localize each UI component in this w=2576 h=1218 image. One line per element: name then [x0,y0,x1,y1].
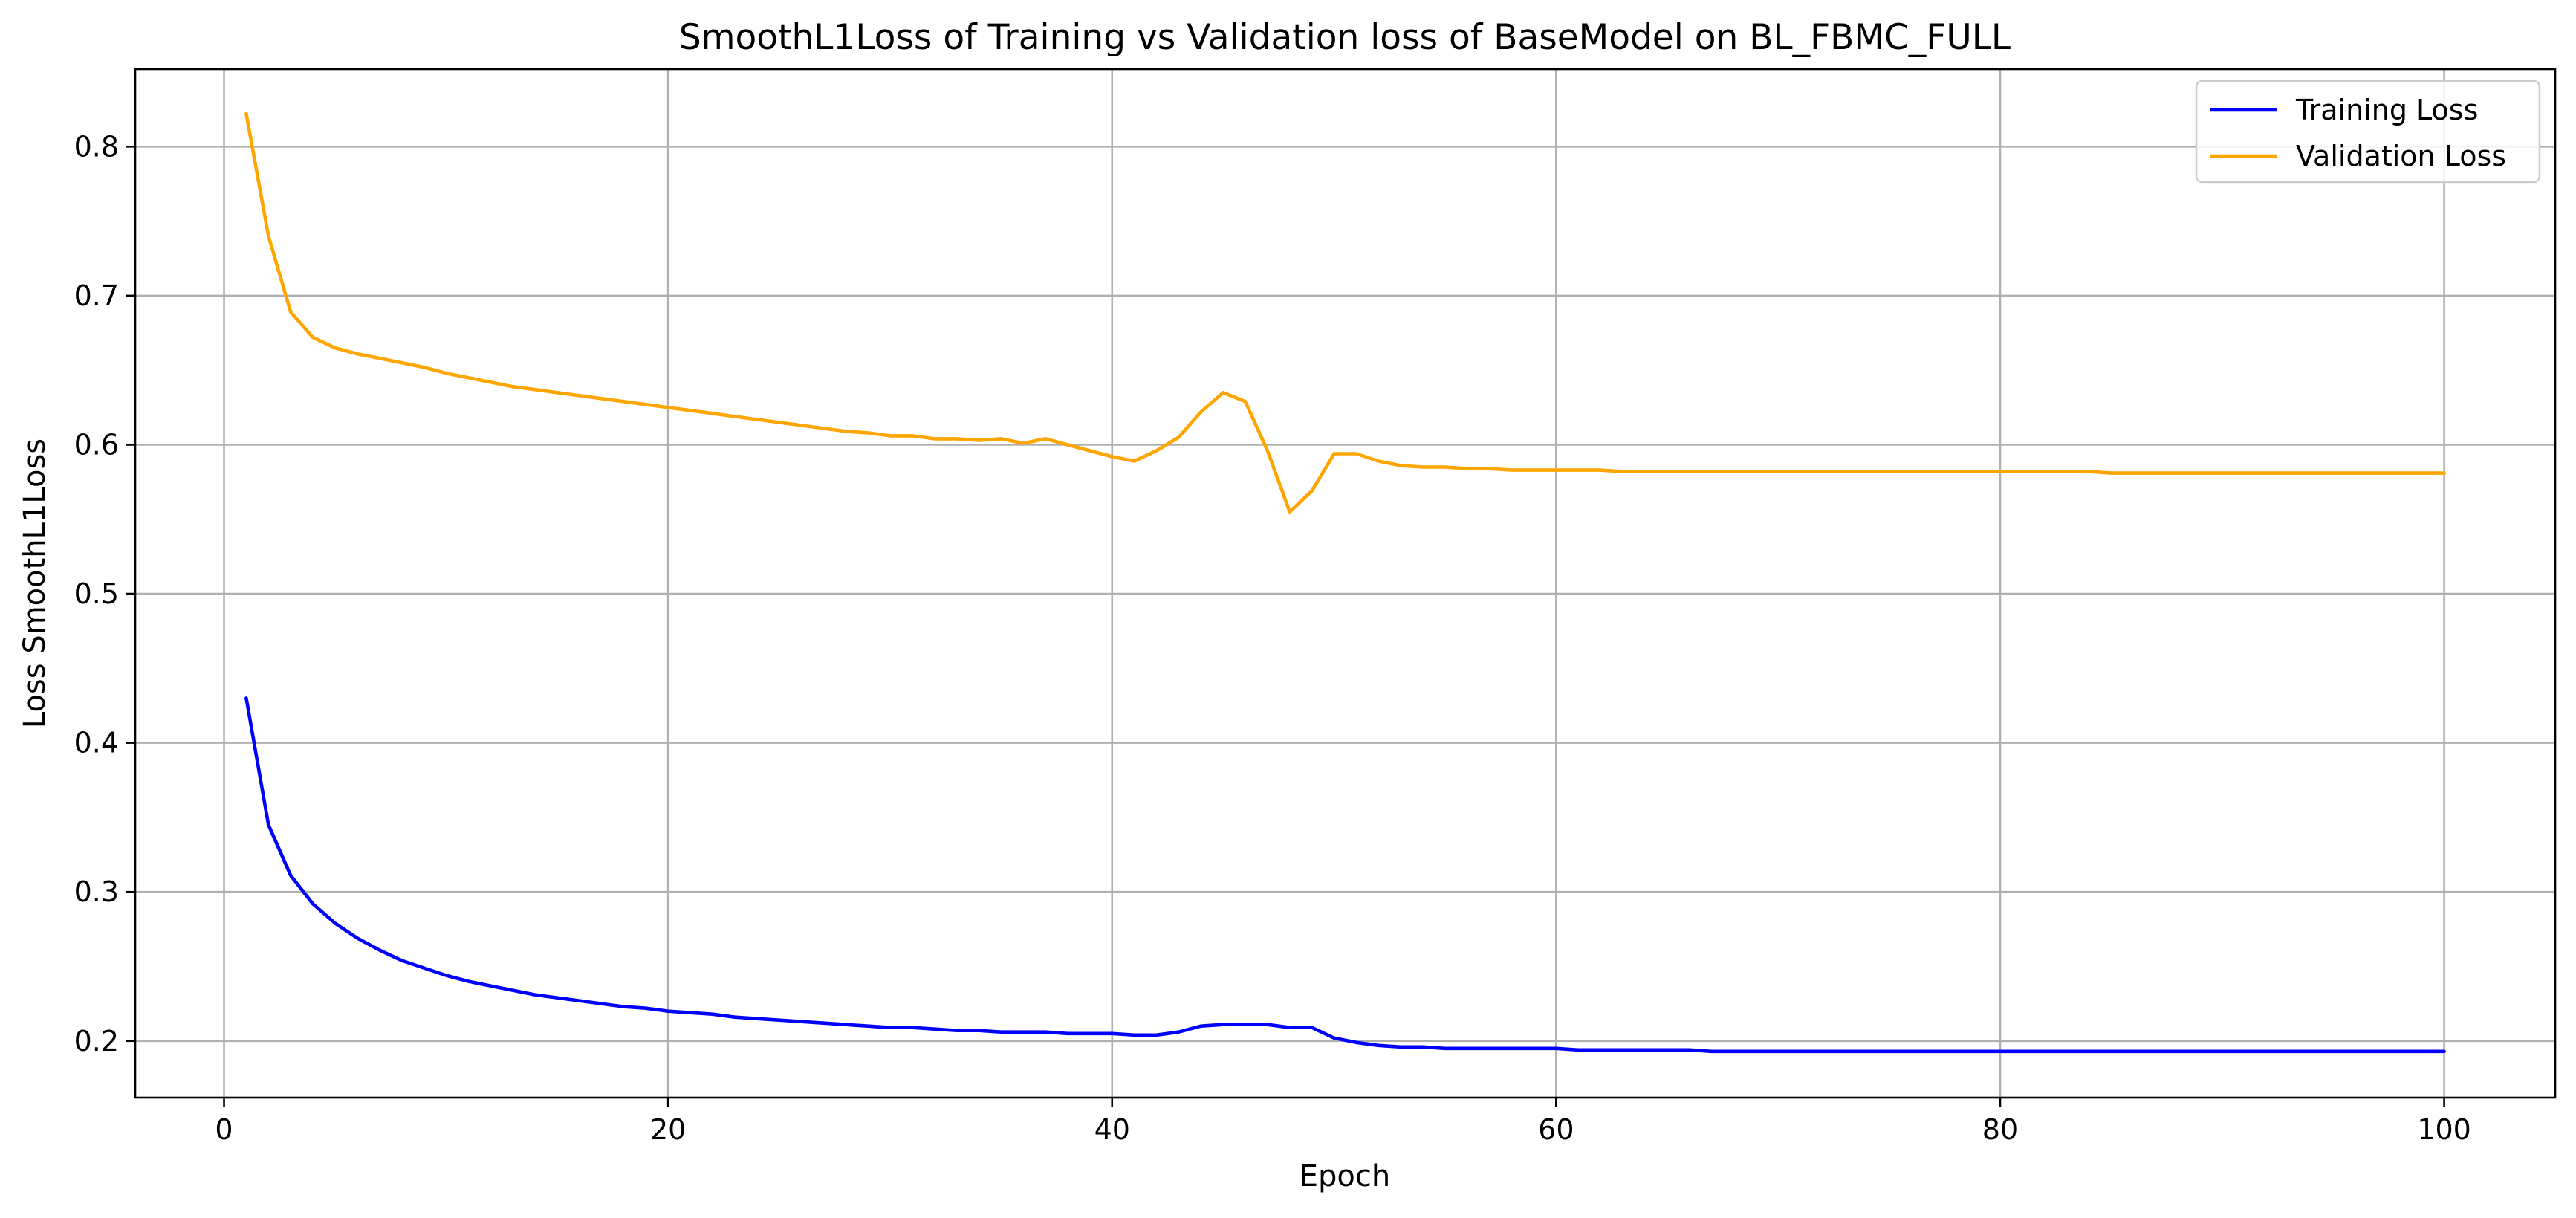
x-tick-label: 0 [215,1113,233,1146]
legend: Training Loss Validation Loss [2195,80,2541,184]
plot-frame [134,68,2557,1099]
y-tick-label: 0.3 [74,875,119,908]
y-tick-label: 0.6 [74,428,119,461]
series-line-training-loss [244,696,2446,1054]
y-tick-label: 0.2 [74,1025,119,1057]
y-tick-label: 0.4 [74,727,119,759]
gridlines [135,69,2555,1098]
y-tick-label: 0.7 [74,279,119,312]
x-tick-label: 60 [1538,1113,1574,1146]
axis-ticks: 0 20 40 60 80 100 0.2 0.3 0.4 0.5 0.6 0.7 0.8 [74,130,2471,1146]
x-tick-label: 80 [1982,1113,2018,1146]
x-tick-label: 100 [2417,1113,2471,1146]
chart-title: SmoothL1Loss of Training vs Validation l… [679,17,2011,58]
legend-box [2195,80,2541,184]
y-tick-label: 0.5 [74,577,119,610]
legend-label-validation-loss: Validation Loss [2296,140,2506,172]
x-tick-label: 40 [1094,1113,1130,1146]
y-tick-label: 0.8 [74,130,119,163]
legend-label-training-loss: Training Loss [2295,94,2478,126]
series-line-validation-loss [244,111,2446,514]
x-axis-label: Epoch [1300,1159,1390,1193]
series-lines [244,111,2446,1054]
y-axis-label: Loss SmoothL1Loss [18,438,52,728]
x-tick-label: 20 [650,1113,686,1146]
